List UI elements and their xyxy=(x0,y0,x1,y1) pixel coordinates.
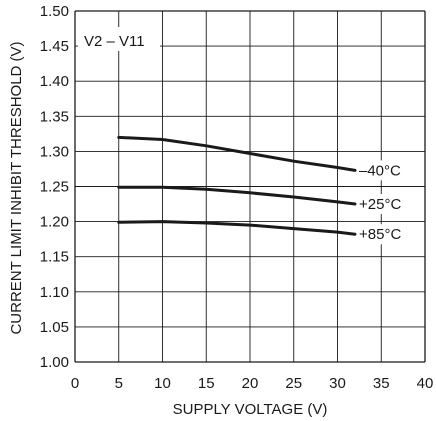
series-label-background xyxy=(357,160,405,181)
series-label-background xyxy=(357,194,405,215)
x-axis-title: SUPPLY VOLTAGE (V) xyxy=(173,401,328,418)
x-tick-labels: 0 5 10 15 20 25 30 35 40 xyxy=(71,375,434,392)
x-tick-label: 20 xyxy=(242,375,259,392)
series-labels: –40°C +25°C +85°C xyxy=(357,160,405,245)
y-tick-label: 1.10 xyxy=(40,284,69,301)
y-tick-label: 1.25 xyxy=(40,179,69,196)
series-label: +85°C xyxy=(359,226,401,243)
x-tick-label: 40 xyxy=(417,375,434,392)
x-tick-label: 0 xyxy=(71,375,79,392)
y-axis-title: CURRENT LIMIT INHIBIT THRESHOLD (V) xyxy=(8,41,25,334)
chart-annotation: V2 – V11 xyxy=(84,33,145,50)
y-tick-label: 1.30 xyxy=(40,143,69,160)
series-lines xyxy=(117,135,357,236)
grid xyxy=(74,10,426,363)
series-line-1 xyxy=(117,135,357,172)
x-tick-label: 5 xyxy=(115,375,123,392)
series-line-3 xyxy=(117,220,357,236)
y-tick-label: 1.20 xyxy=(40,214,69,231)
x-tick-label: 35 xyxy=(373,375,390,392)
series-label-background xyxy=(357,224,405,245)
y-tick-label: 1.40 xyxy=(40,73,69,90)
y-tick-label: 1.45 xyxy=(40,38,69,55)
y-tick-label: 1.50 xyxy=(40,3,69,20)
x-tick-label: 15 xyxy=(198,375,215,392)
x-tick-label: 25 xyxy=(285,375,302,392)
y-tick-labels: 1.00 1.05 1.10 1.15 1.20 1.25 1.30 1.35 1.40 1.45… xyxy=(40,3,69,371)
series-line-2 xyxy=(117,185,357,206)
y-tick-label: 1.15 xyxy=(40,249,69,266)
y-tick-label: 1.00 xyxy=(40,354,69,371)
x-tick-label: 30 xyxy=(329,375,346,392)
annotation-background xyxy=(78,27,160,51)
series-label: +25°C xyxy=(359,196,401,213)
y-tick-label: 1.35 xyxy=(40,108,69,125)
series-label: –40°C xyxy=(359,162,401,179)
y-tick-label: 1.05 xyxy=(40,319,69,336)
x-tick-label: 10 xyxy=(154,375,171,392)
